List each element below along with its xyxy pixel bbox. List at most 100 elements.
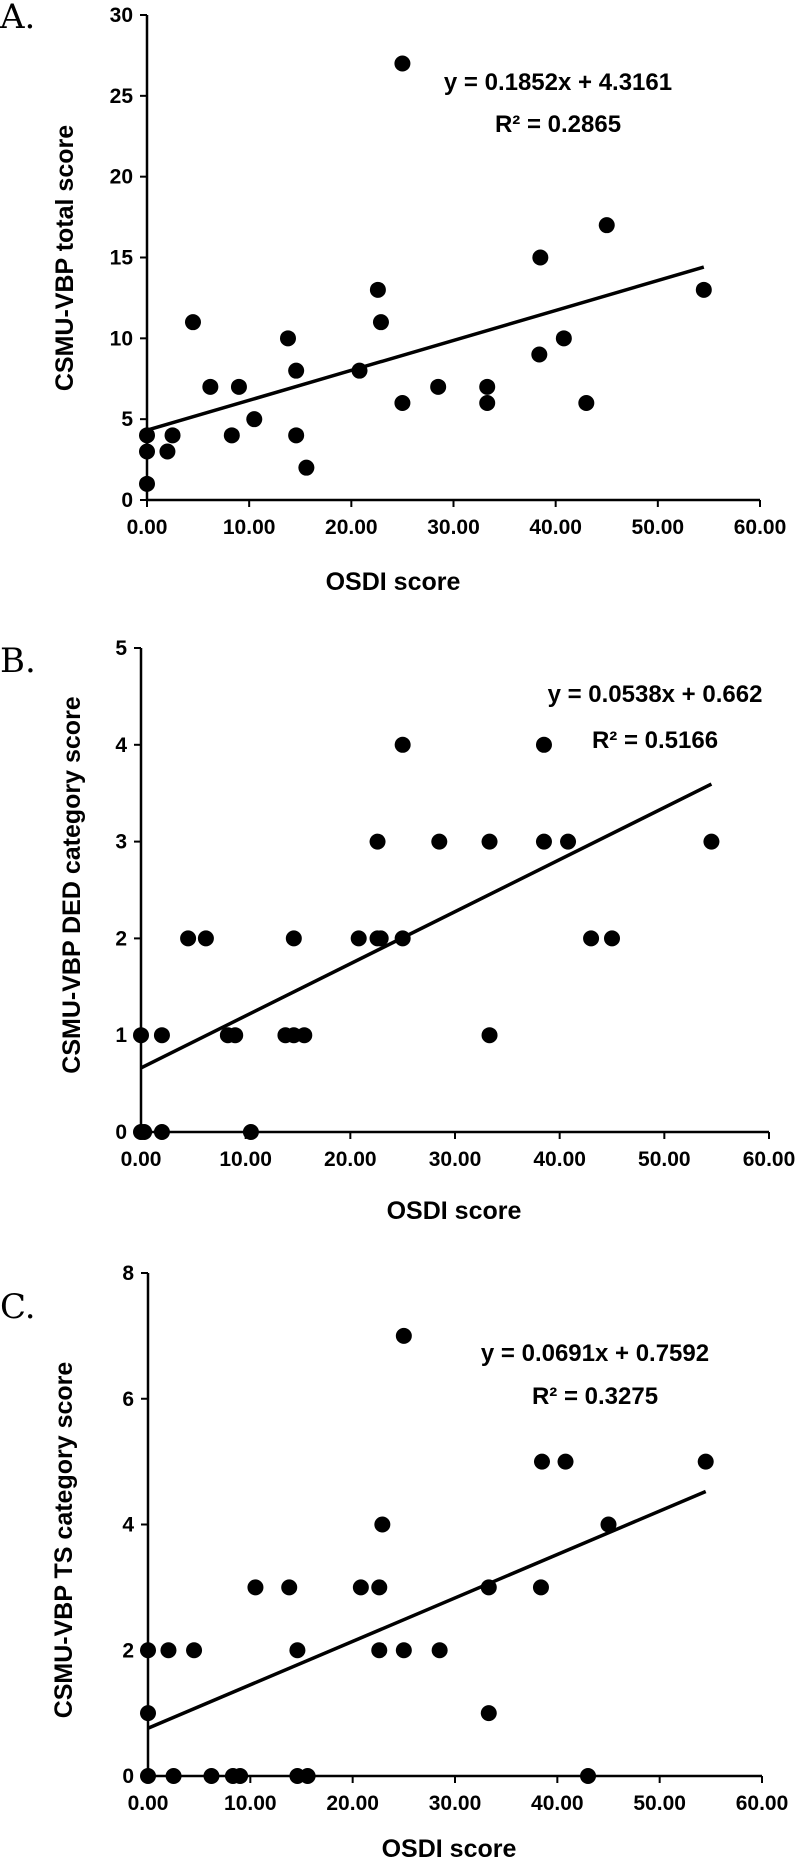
x-tick-label: 50.00 [633,1792,686,1815]
y-axis-title: CSMU-VBP DED category score [58,696,86,1074]
data-point [695,281,712,298]
y-tick-label: 15 [110,247,134,270]
data-point [165,1768,182,1784]
regression-equation: y = 0.1852x + 4.3161 [444,69,672,96]
data-point [296,1027,313,1044]
x-tick-label: 50.00 [638,1148,691,1171]
x-axis-title: OSDI score [382,1835,517,1861]
y-tick-label: 1 [115,1024,127,1047]
data-point [140,1768,156,1784]
data-point [697,1453,714,1470]
panel-label: A. [0,0,35,37]
data-point [394,395,411,411]
data-point [394,930,411,947]
data-point [140,1642,156,1659]
data-point [480,1705,497,1722]
chart-a: A. y = 0.1852x + 4.3161 R² = 0.2865 OSDI… [0,0,786,596]
y-tick-label: 5 [115,637,127,660]
y-tick-label: 8 [122,1262,134,1285]
data-point [288,362,305,379]
data-point [533,1453,550,1470]
data-point [186,1642,203,1659]
data-point [139,475,155,492]
data-point [535,736,552,753]
y-tick-label: 10 [110,327,133,350]
y-tick-label: 20 [110,166,133,189]
x-tick-label: 20.00 [325,516,378,539]
data-point [230,378,247,395]
x-axis-title: OSDI score [326,568,461,596]
trendline [140,782,713,1070]
data-point [202,378,219,395]
data-point [232,1768,249,1784]
panel-label: C. [0,1287,36,1327]
data-point [578,395,595,411]
data-point [481,1027,498,1044]
y-tick-label: 4 [115,734,127,757]
data-point [479,395,496,411]
x-tick-label: 20.00 [324,1148,377,1171]
data-point [350,930,367,947]
y-axis-title: CSMU-VBP TS category score [50,1362,78,1719]
data-point [481,833,498,850]
data-point [184,314,201,331]
data-point [369,833,386,850]
data-point [247,1579,264,1596]
trendline [146,265,705,432]
y-tick-label: 0 [122,1765,134,1788]
regression-equation: y = 0.0538x + 0.662 [548,681,763,708]
data-point [289,1642,306,1659]
data-point [180,930,197,947]
data-point [531,346,548,363]
data-point [298,459,315,476]
chart-b: B. y = 0.0538x + 0.662 R² = 0.5166 OSDI … [0,637,795,1225]
data-point [555,330,572,347]
data-point [394,55,411,72]
x-tick-label: 40.00 [531,1792,584,1815]
data-point [532,1579,549,1596]
data-point [371,1579,388,1596]
data-point [246,411,263,428]
data-point [703,833,720,850]
data-point [133,1027,149,1044]
data-point [480,1579,497,1596]
x-tick-label: 10.00 [219,1148,272,1171]
chart-c: C. y = 0.0691x + 0.7592 R² = 0.3275 OSDI… [0,1262,788,1861]
x-tick-label: 10.00 [224,1792,277,1815]
data-point [242,1124,259,1140]
data-point [372,314,389,331]
data-point [139,443,155,460]
x-tick-label: 30.00 [429,1792,482,1815]
x-tick-label: 20.00 [326,1792,379,1815]
regression-equation: y = 0.0691x + 0.7592 [481,1340,709,1367]
r-squared: R² = 0.3275 [532,1383,658,1410]
x-tick-label: 0.00 [127,516,168,539]
y-tick-label: 6 [122,1388,134,1411]
data-point [430,378,447,395]
data-point [139,427,155,444]
data-point [153,1027,170,1044]
data-point [394,736,411,753]
data-point [281,1579,298,1596]
x-tick-label: 0.00 [121,1148,162,1171]
r-squared: R² = 0.2865 [495,111,621,138]
data-point [153,1124,170,1140]
x-tick-label: 0.00 [128,1792,169,1815]
data-point [288,427,305,444]
x-tick-label: 30.00 [427,516,480,539]
y-tick-label: 2 [115,927,127,950]
data-point [604,930,620,947]
y-tick-label: 5 [121,408,133,431]
data-point [160,1642,177,1659]
data-point [159,443,176,460]
x-tick-label: 50.00 [632,516,685,539]
data-point [299,1768,316,1784]
data-point [351,362,368,379]
x-tick-label: 60.00 [743,1148,796,1171]
y-tick-label: 3 [115,831,127,854]
r-squared: R² = 0.5166 [592,727,718,754]
y-tick-label: 25 [110,85,134,108]
x-tick-label: 60.00 [734,516,787,539]
panel-label: B. [0,641,36,681]
